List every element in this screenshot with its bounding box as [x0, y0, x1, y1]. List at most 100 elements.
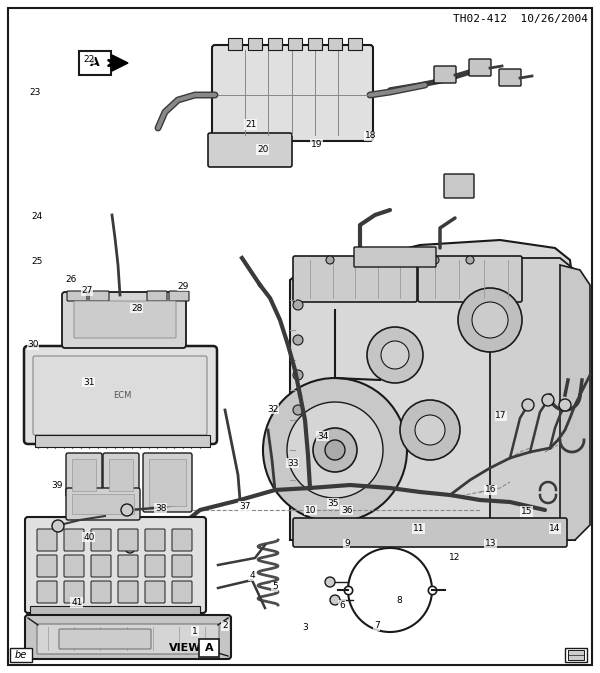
FancyBboxPatch shape [24, 346, 217, 444]
Text: 20: 20 [257, 145, 268, 154]
FancyBboxPatch shape [149, 459, 186, 506]
Text: 3: 3 [302, 623, 308, 632]
FancyBboxPatch shape [62, 292, 186, 348]
Polygon shape [560, 265, 590, 540]
Text: 9: 9 [344, 539, 350, 548]
Text: 38: 38 [155, 503, 167, 513]
Circle shape [431, 256, 439, 264]
FancyBboxPatch shape [37, 624, 219, 654]
FancyBboxPatch shape [35, 435, 210, 447]
Text: 27: 27 [82, 286, 92, 295]
FancyBboxPatch shape [143, 453, 192, 512]
Circle shape [313, 428, 357, 472]
Text: 29: 29 [178, 281, 188, 291]
Circle shape [472, 302, 508, 338]
Circle shape [293, 405, 303, 415]
FancyBboxPatch shape [145, 529, 165, 551]
Circle shape [466, 256, 474, 264]
Circle shape [52, 520, 64, 532]
FancyBboxPatch shape [348, 38, 362, 50]
Text: 6: 6 [339, 601, 345, 610]
Text: 34: 34 [317, 431, 328, 441]
FancyBboxPatch shape [268, 38, 282, 50]
FancyBboxPatch shape [418, 256, 522, 302]
FancyBboxPatch shape [172, 581, 192, 603]
FancyBboxPatch shape [118, 555, 138, 577]
FancyBboxPatch shape [169, 291, 189, 301]
Text: 19: 19 [311, 140, 323, 149]
FancyBboxPatch shape [25, 615, 231, 659]
Text: A: A [90, 57, 100, 69]
FancyBboxPatch shape [208, 133, 292, 167]
Text: 37: 37 [239, 501, 251, 511]
FancyBboxPatch shape [499, 69, 521, 86]
Text: 41: 41 [71, 598, 82, 607]
Polygon shape [490, 258, 575, 540]
Circle shape [559, 399, 571, 411]
Circle shape [325, 440, 345, 460]
FancyBboxPatch shape [67, 291, 87, 301]
Circle shape [293, 335, 303, 345]
Text: 31: 31 [83, 378, 95, 387]
Text: 15: 15 [521, 507, 533, 516]
FancyBboxPatch shape [568, 650, 584, 660]
Circle shape [287, 402, 383, 498]
Text: 16: 16 [485, 485, 497, 495]
FancyBboxPatch shape [64, 555, 84, 577]
FancyBboxPatch shape [145, 555, 165, 577]
FancyBboxPatch shape [145, 581, 165, 603]
FancyBboxPatch shape [147, 291, 167, 301]
Text: 25: 25 [32, 256, 43, 266]
FancyBboxPatch shape [109, 459, 133, 491]
Circle shape [361, 256, 369, 264]
FancyBboxPatch shape [79, 51, 111, 75]
Circle shape [396, 256, 404, 264]
Circle shape [325, 577, 335, 587]
FancyBboxPatch shape [293, 256, 417, 302]
Text: 26: 26 [65, 275, 76, 284]
Text: 24: 24 [32, 212, 43, 221]
Text: 36: 36 [341, 505, 353, 515]
FancyBboxPatch shape [91, 529, 111, 551]
Text: VIEW: VIEW [169, 643, 201, 653]
Circle shape [522, 399, 534, 411]
FancyBboxPatch shape [444, 174, 474, 198]
Circle shape [330, 595, 340, 605]
Circle shape [326, 256, 334, 264]
FancyBboxPatch shape [293, 518, 567, 547]
FancyBboxPatch shape [66, 453, 102, 497]
Text: 5: 5 [272, 582, 278, 592]
Text: TH02-412  10/26/2004: TH02-412 10/26/2004 [453, 14, 588, 24]
FancyBboxPatch shape [212, 45, 373, 141]
Polygon shape [290, 240, 575, 540]
FancyBboxPatch shape [72, 459, 96, 491]
Text: 11: 11 [413, 524, 425, 533]
Text: 7: 7 [374, 621, 380, 631]
Circle shape [293, 370, 303, 380]
FancyBboxPatch shape [37, 555, 57, 577]
FancyBboxPatch shape [37, 529, 57, 551]
Text: 12: 12 [449, 553, 460, 562]
FancyBboxPatch shape [89, 291, 109, 301]
Text: 22: 22 [83, 55, 94, 64]
Text: 2: 2 [222, 621, 228, 631]
Circle shape [293, 300, 303, 310]
Text: 4: 4 [249, 571, 255, 580]
FancyBboxPatch shape [228, 38, 242, 50]
FancyBboxPatch shape [328, 38, 342, 50]
Text: 39: 39 [51, 481, 63, 491]
FancyBboxPatch shape [25, 517, 206, 613]
FancyBboxPatch shape [172, 529, 192, 551]
Circle shape [127, 565, 137, 575]
Text: 30: 30 [27, 340, 39, 349]
Text: be: be [15, 650, 27, 660]
Text: 8: 8 [396, 596, 402, 606]
FancyBboxPatch shape [118, 529, 138, 551]
Text: 13: 13 [485, 539, 497, 548]
FancyBboxPatch shape [91, 581, 111, 603]
Text: ECM: ECM [113, 390, 131, 400]
Text: 14: 14 [550, 524, 560, 533]
Text: 10: 10 [305, 505, 317, 515]
Circle shape [415, 415, 445, 445]
Text: 32: 32 [268, 404, 278, 414]
